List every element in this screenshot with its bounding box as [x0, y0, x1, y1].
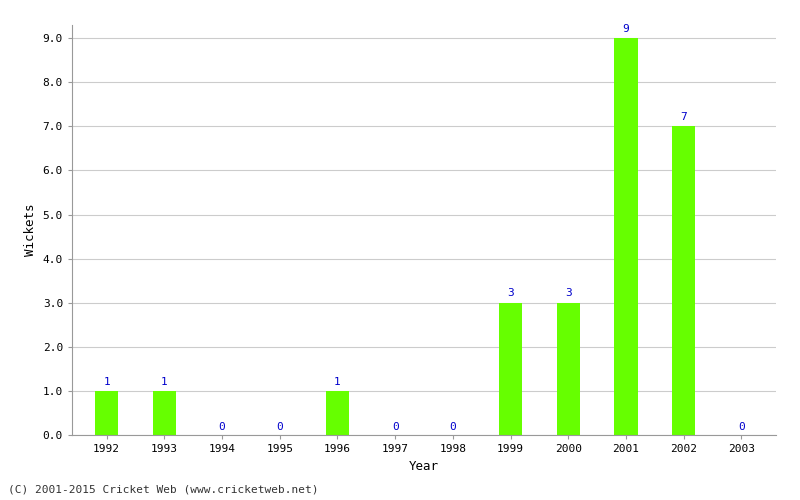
- Bar: [326, 391, 349, 435]
- Bar: [499, 302, 522, 435]
- Bar: [672, 126, 695, 435]
- Text: 1: 1: [334, 376, 341, 386]
- Text: (C) 2001-2015 Cricket Web (www.cricketweb.net): (C) 2001-2015 Cricket Web (www.cricketwe…: [8, 485, 318, 495]
- Text: 0: 0: [738, 422, 745, 432]
- Bar: [557, 302, 580, 435]
- Text: 9: 9: [622, 24, 630, 34]
- Bar: [614, 38, 638, 435]
- Text: 1: 1: [161, 376, 168, 386]
- Text: 3: 3: [507, 288, 514, 298]
- Bar: [95, 391, 118, 435]
- Bar: [153, 391, 176, 435]
- Y-axis label: Wickets: Wickets: [24, 204, 37, 256]
- Text: 0: 0: [218, 422, 226, 432]
- Text: 1: 1: [103, 376, 110, 386]
- Text: 0: 0: [276, 422, 283, 432]
- Text: 0: 0: [392, 422, 398, 432]
- Text: 7: 7: [680, 112, 687, 122]
- X-axis label: Year: Year: [409, 460, 439, 472]
- Text: 3: 3: [565, 288, 572, 298]
- Text: 0: 0: [450, 422, 456, 432]
